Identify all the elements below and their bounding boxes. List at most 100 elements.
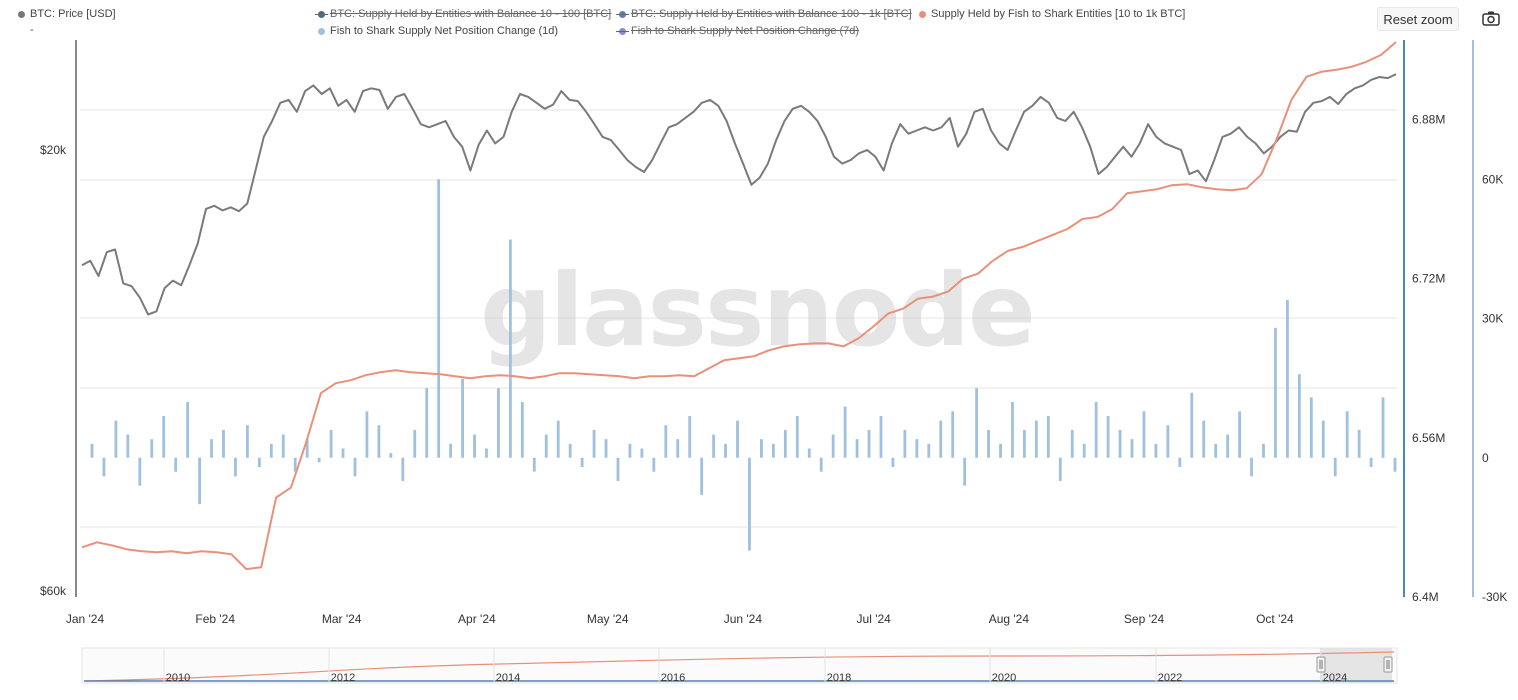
netchange-bar <box>628 443 632 458</box>
netchange-bar <box>771 443 775 458</box>
legend-item-net-change-7d[interactable]: Fish to Shark Supply Net Position Change… <box>616 25 860 37</box>
netchange-bar <box>807 448 811 458</box>
netchange-bar <box>1166 425 1170 458</box>
netchange-bar <box>1070 429 1074 458</box>
right2-tick-label: 60K <box>1482 172 1503 186</box>
netchange-bar <box>162 415 166 458</box>
legend-label-net-change-1d: Fish to Shark Supply Net Position Change… <box>330 25 559 37</box>
netchange-bar <box>1118 429 1122 458</box>
legend-item-100-1k[interactable]: BTC: Supply Held by Entities with Balanc… <box>616 8 912 20</box>
legend-label-net-change-7d: Fish to Shark Supply Net Position Change… <box>631 25 860 37</box>
netchange-bar <box>1381 397 1385 458</box>
axes-layer: $20k $60k 6.88M 6.72M 6.56M 6.4M 60K 30K 0 -30K Ja… <box>40 40 1507 626</box>
netchange-bar <box>102 457 106 477</box>
x-tick-label: May '24 <box>587 612 629 626</box>
netchange-bar <box>317 457 321 463</box>
netchange-bar <box>1357 429 1361 458</box>
netchange-bar <box>305 439 309 458</box>
navigator-tick-label: 2018 <box>827 672 851 684</box>
navigator-selection[interactable] <box>1320 648 1392 683</box>
netchange-bar <box>891 457 895 468</box>
netchange-bar <box>473 434 476 458</box>
netchange-bar <box>975 388 979 458</box>
netchange-bar <box>341 448 345 458</box>
x-tick-label: Sep '24 <box>1124 612 1165 626</box>
btc-price-line <box>81 73 1397 316</box>
navigator-handle[interactable] <box>1383 656 1393 673</box>
netchange-bar <box>1011 402 1014 458</box>
netchange-bar <box>1058 457 1062 481</box>
right1-tick-label: 6.56M <box>1412 431 1445 445</box>
netchange-bar <box>652 457 656 472</box>
netchange-bar <box>640 448 644 458</box>
x-tick-label: Jan '24 <box>66 612 105 626</box>
netchange-bar <box>712 434 716 458</box>
netchange-bar <box>676 439 680 458</box>
camera-icon[interactable] <box>1482 10 1500 26</box>
netchange-bar <box>915 439 919 458</box>
x-tick-label: Feb '24 <box>195 612 235 626</box>
right1-tick-label: 6.72M <box>1412 272 1445 286</box>
legend-item-10-100[interactable]: BTC: Supply Held by Entities with Balanc… <box>315 8 612 20</box>
netchange-bar <box>688 415 692 458</box>
x-tick-label: Mar '24 <box>322 612 362 626</box>
netchange-bar <box>1250 457 1253 477</box>
netchange-bar <box>700 457 704 495</box>
netchange-bar <box>1369 457 1373 468</box>
right1-tick-label: 6.88M <box>1412 113 1445 127</box>
netchange-bar <box>795 415 799 458</box>
left-tick-label: $20k <box>40 143 67 157</box>
netchange-bar <box>508 239 512 458</box>
netchange-bar <box>760 439 763 458</box>
netchange-bar <box>568 443 572 458</box>
netchange-bar <box>1094 402 1098 458</box>
x-tick-label: Jul '24 <box>857 612 892 626</box>
legend-item-net-change-1d[interactable]: Fish to Shark Supply Net Position Change… <box>318 25 558 37</box>
netchange-bar <box>234 457 237 477</box>
netchange-bar <box>736 420 739 458</box>
netchange-bar <box>951 411 955 458</box>
legend-dot-net-change-1d <box>318 27 325 35</box>
netchange-bar <box>867 429 871 458</box>
netchange-bar <box>604 439 608 458</box>
grid-layer <box>80 109 1397 528</box>
netchange-bar <box>532 457 536 472</box>
legend-btc-price[interactable]: BTC: Price [USD] <box>18 8 116 20</box>
legend-label-10-100: BTC: Supply Held by Entities with Balanc… <box>330 8 612 20</box>
netchange-bar <box>413 429 417 458</box>
netchange-bar <box>126 434 130 458</box>
netchange-bars-layer <box>90 179 1397 551</box>
netchange-bar <box>724 443 727 458</box>
netchange-bar <box>927 443 931 458</box>
netchange-bar <box>855 439 859 458</box>
netchange-bar <box>616 457 620 481</box>
netchange-bar <box>1178 457 1182 468</box>
navigator-tick-label: 2020 <box>992 672 1016 684</box>
navigator-frame <box>81 647 1398 684</box>
legend-item-fish-shark-supply[interactable]: Supply Held by Fish to Shark Entities [1… <box>919 8 1185 20</box>
netchange-bar <box>401 457 405 481</box>
netchange-bar <box>1262 443 1265 458</box>
netchange-bar <box>879 415 883 458</box>
netchange-bar <box>138 457 142 486</box>
navigator-handle[interactable] <box>1316 656 1326 673</box>
reset-zoom-button[interactable]: Reset zoom <box>1377 7 1459 31</box>
netchange-bar <box>580 457 584 468</box>
netchange-bar <box>210 439 213 458</box>
right2-tick-label: 0 <box>1482 451 1489 465</box>
right2-tick-label: -30K <box>1482 590 1507 604</box>
netchange-bar <box>329 429 333 458</box>
netchange-bar <box>293 457 297 472</box>
navigator-tick-label: 2014 <box>496 672 520 684</box>
netchange-bar <box>1321 420 1325 458</box>
netchange-bar <box>1214 443 1218 458</box>
netchange-bar <box>664 425 668 458</box>
netchange-bar <box>556 420 560 458</box>
netchange-bar <box>831 434 835 458</box>
legend-dot-net-change-7d <box>616 27 629 35</box>
netchange-bar <box>903 429 907 458</box>
right2-tick-label: 30K <box>1482 312 1503 326</box>
netchange-bar <box>1309 397 1313 458</box>
netchange-bar <box>520 402 524 458</box>
